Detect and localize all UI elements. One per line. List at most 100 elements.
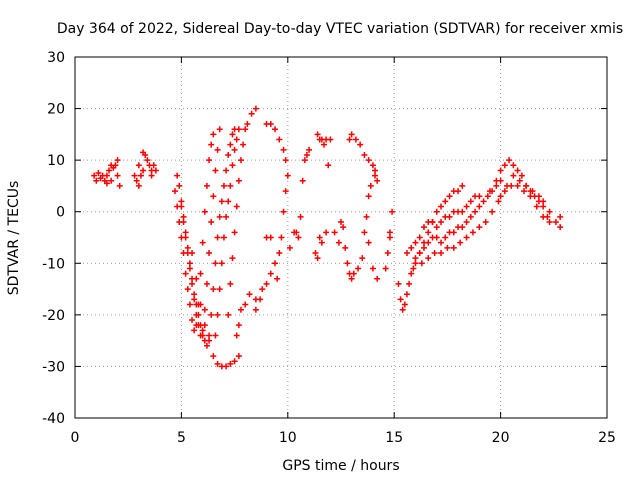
data-point [420, 244, 427, 251]
data-point [344, 260, 351, 267]
x-tick-label: 0 [71, 430, 80, 446]
data-point [257, 296, 264, 303]
data-point [412, 260, 419, 267]
data-point [186, 301, 193, 308]
data-point [418, 260, 425, 267]
data-point [314, 255, 321, 262]
data-point [186, 260, 193, 267]
data-point [325, 162, 332, 169]
data-point [497, 193, 504, 200]
data-point [180, 213, 187, 220]
x-tick-label: 15 [385, 430, 403, 446]
data-point [114, 172, 121, 179]
data-point [316, 234, 323, 241]
data-point [493, 182, 500, 189]
data-point [403, 291, 410, 298]
data-point [312, 249, 319, 256]
data-point [314, 131, 321, 138]
data-point [352, 136, 359, 143]
data-point [178, 198, 185, 205]
data-point [552, 219, 559, 226]
data-point [131, 172, 138, 179]
data-point [152, 167, 159, 174]
data-point [212, 260, 219, 267]
data-point [231, 229, 238, 236]
data-point [433, 208, 440, 215]
data-point [135, 162, 142, 169]
data-point [374, 275, 381, 282]
data-point [212, 167, 219, 174]
data-point [546, 208, 553, 215]
data-point [501, 162, 508, 169]
data-point [442, 234, 449, 241]
data-point [248, 110, 255, 117]
data-point [446, 213, 453, 220]
data-point [282, 157, 289, 164]
data-point [206, 337, 213, 344]
data-point [103, 180, 110, 187]
data-point [363, 213, 370, 220]
data-point [191, 291, 198, 298]
data-point [197, 270, 204, 277]
data-point [463, 203, 470, 210]
data-point [476, 193, 483, 200]
data-point [280, 146, 287, 153]
data-point [199, 327, 206, 334]
data-point [455, 188, 462, 195]
series-rise-f [225, 105, 259, 318]
data-point [263, 121, 270, 128]
data-point [282, 188, 289, 195]
data-point [459, 224, 466, 231]
data-point [227, 141, 234, 148]
data-point [176, 219, 183, 226]
data-point [218, 198, 225, 205]
data-point [208, 311, 215, 318]
data-point [514, 182, 521, 189]
data-point [225, 198, 232, 205]
data-point [197, 332, 204, 339]
data-point [523, 182, 530, 189]
data-point [369, 162, 376, 169]
data-point [425, 239, 432, 246]
data-point [340, 224, 347, 231]
series-rise-e [212, 126, 242, 339]
data-point [208, 219, 215, 226]
data-point [425, 255, 432, 262]
data-point [206, 249, 213, 256]
data-point [189, 249, 196, 256]
y-axis-label: SDTVAR / TECUs [6, 181, 22, 296]
data-point [482, 219, 489, 226]
data-point [408, 244, 415, 251]
data-point [208, 141, 215, 148]
data-point [323, 229, 330, 236]
data-point [189, 317, 196, 324]
data-point [244, 121, 251, 128]
data-point [186, 265, 193, 272]
data-point [259, 286, 266, 293]
data-point [459, 182, 466, 189]
data-point [463, 234, 470, 241]
series-band-c [418, 182, 553, 267]
data-point [206, 157, 213, 164]
data-point [218, 260, 225, 267]
data-point [227, 280, 234, 287]
data-point [389, 208, 396, 215]
data-point [284, 172, 291, 179]
data-point [408, 270, 415, 277]
data-point [263, 280, 270, 287]
series-cluster-3h [131, 149, 159, 189]
data-point [276, 249, 283, 256]
data-point [214, 146, 221, 153]
y-tick-label: -30 [42, 359, 65, 375]
data-point [355, 265, 362, 272]
plot-frame [74, 56, 608, 419]
data-point [516, 177, 523, 184]
data-point [346, 136, 353, 143]
data-point [216, 286, 223, 293]
data-point [361, 151, 368, 158]
data-point [429, 219, 436, 226]
data-point [535, 193, 542, 200]
series-cluster-11-12h [312, 131, 334, 262]
data-point [114, 157, 121, 164]
y-tick-labels: -40 -30 -20 -10 0 10 20 30 [42, 50, 65, 427]
